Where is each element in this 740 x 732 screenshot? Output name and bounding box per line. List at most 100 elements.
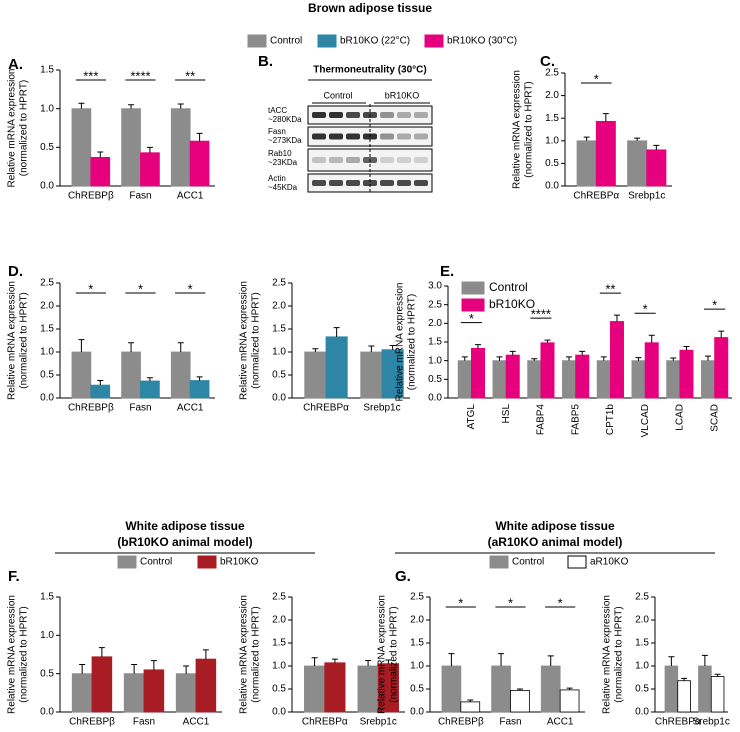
error-bar [467,699,474,702]
blot-label: ~23KDa [268,158,298,167]
panel-label: E. [440,263,454,280]
panel-label: B. [258,53,273,70]
y-tick-label: 2.5 [272,592,286,603]
y-axis-label: Relative mRNA expression [377,595,388,714]
bar [304,665,326,713]
bar [562,360,577,399]
y-tick-label: 1.0 [272,661,286,672]
bar [121,351,141,399]
y-tick-label: 1.0 [545,135,559,146]
y-axis-label: Relative mRNA expression [395,283,406,402]
error-bar [183,665,190,674]
error-bar [79,663,86,674]
blot-band [380,133,394,140]
blot-label: Rab10 [268,149,292,158]
blot-label: ~45KDa [268,183,298,192]
blot-band [346,157,360,163]
blot-band [312,180,326,186]
x-tick-label: ACC1 [183,717,210,728]
bar [71,673,93,713]
bar [492,360,507,399]
bar [505,354,520,399]
error-bar [385,659,392,664]
x-tick-label: Fasn [499,717,521,728]
bar [460,701,481,713]
error-bar [312,348,319,352]
x-tick-label: CPT1b [605,404,616,436]
y-axis-label: (normalized to HPRT) [19,80,30,177]
bar [646,149,667,187]
y-tick-label: 2.0 [272,301,286,312]
x-tick-label: LCAD [675,404,686,431]
error-bar [97,380,104,386]
legend-label: Control [489,280,528,294]
y-tick-label: 1.0 [272,347,286,358]
x-tick-label: Fasn [129,191,151,202]
bar [457,360,472,399]
error-bar [389,345,396,350]
legend-swatch [317,34,337,48]
blot-label: Fasn [268,127,286,136]
bar [175,673,197,713]
error-bar [579,350,586,356]
error-bar [668,656,675,666]
bar [510,689,530,713]
bar [491,665,511,713]
bar [540,342,555,399]
blot-band [380,112,394,118]
y-tick-label: 0.0 [545,181,559,192]
error-bar [202,649,209,660]
x-tick-label: Fasn [129,403,151,414]
panel-label: G. [395,568,411,585]
error-bar [496,356,503,361]
y-tick-label: 2.5 [428,299,442,310]
y-tick-label: 1.0 [635,661,649,672]
significance-label: ** [185,68,195,83]
legend-label: Control [140,557,172,568]
blot-band [312,133,326,140]
y-tick-label: 1.5 [40,592,54,603]
blot-band [312,112,326,118]
bar [170,351,191,399]
error-bar [714,673,721,677]
y-tick-label: 2.0 [635,615,649,626]
bar [71,351,92,399]
error-bar [648,334,655,343]
error-bar [177,342,184,352]
error-bar [474,344,481,349]
bar [627,140,648,187]
bar [170,108,191,187]
x-tick-label: VLCAD [640,404,651,437]
blot-band [329,157,343,163]
blot-band [380,180,394,186]
blot-band [414,112,428,118]
y-tick-label: 0.0 [428,393,442,404]
bar [140,152,160,187]
significance-label: * [188,281,193,296]
section-title: White adipose tissue [495,519,615,533]
blot-title: Thermoneutrality (30°C) [313,65,426,76]
x-tick-label: ACC1 [177,403,204,414]
y-tick-label: 0.0 [635,707,649,718]
significance-label: * [88,281,93,296]
bar [540,665,561,713]
bar [631,360,646,399]
blot-label: Actin [268,174,286,183]
x-tick-label: HSL [501,404,512,424]
x-tick-label: ChREBPα [302,717,348,728]
bar [714,337,729,399]
y-tick-label: 0.5 [428,374,442,385]
bar [596,360,611,399]
significance-label: *** [83,68,98,83]
x-tick-label: Srebp1c [693,717,730,728]
x-tick-label: ChREBPβ [438,717,484,728]
significance-label: **** [130,68,150,83]
y-tick-label: 3.0 [428,281,442,292]
y-tick-label: 0.0 [40,393,54,404]
x-tick-label: Srebp1c [628,191,665,202]
y-tick-label: 0.5 [40,370,54,381]
blot-group: bR10KO [385,90,420,100]
section-subtitle: (bR10KO animal model) [117,535,252,549]
y-tick-label: 2.0 [40,301,54,312]
bar [121,108,141,187]
